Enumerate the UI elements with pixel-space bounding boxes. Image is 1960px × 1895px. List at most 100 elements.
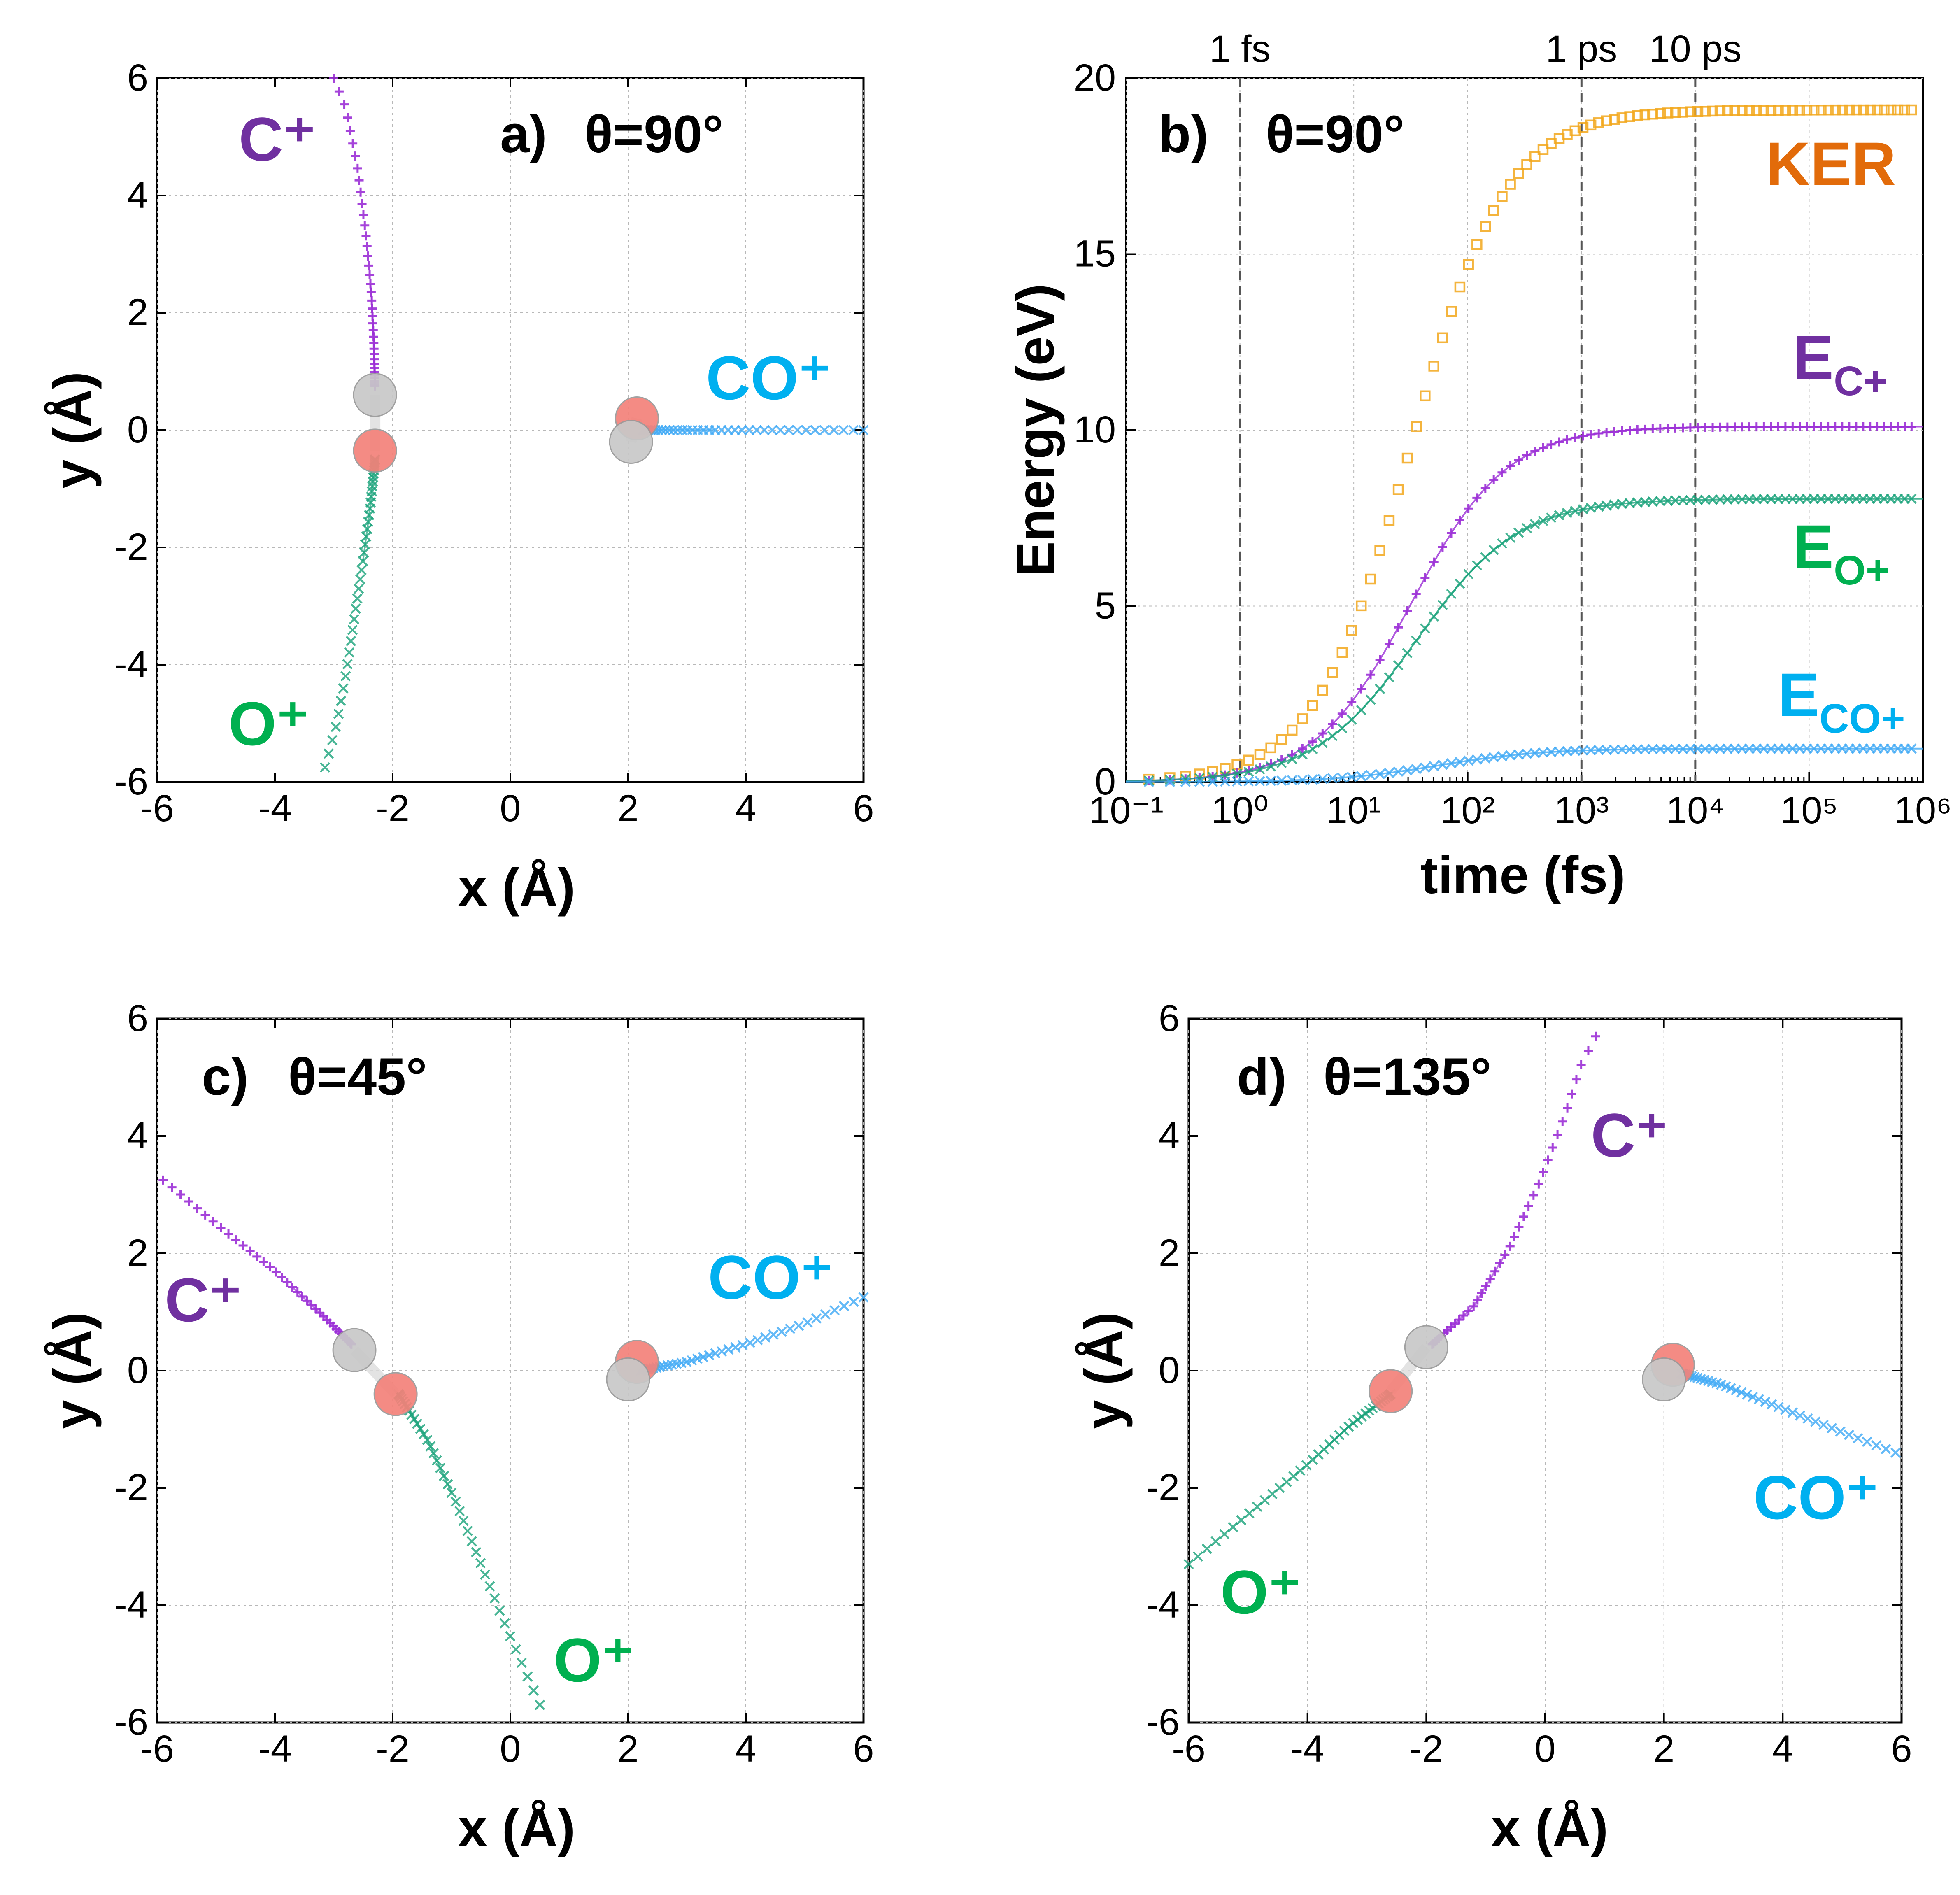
- energy-marker: [1297, 749, 1308, 760]
- trajectory-marker: [1459, 1311, 1468, 1320]
- energy-marker: [1375, 655, 1385, 664]
- energy-marker: [1737, 105, 1748, 116]
- trajectory-marker: [1219, 1529, 1230, 1539]
- trajectory-marker: [319, 762, 331, 773]
- energy-marker: [1143, 775, 1154, 786]
- energy-marker: [1411, 635, 1422, 646]
- energy-marker: [1529, 748, 1540, 759]
- trajectory-marker: [438, 1471, 449, 1481]
- energy-marker: [1570, 433, 1580, 442]
- trajectory-marker: [431, 1455, 442, 1466]
- x-tick-label: 10⁻¹: [1089, 789, 1164, 831]
- trajectory-marker: [1576, 1060, 1586, 1069]
- trajectory-marker: [660, 425, 671, 435]
- energy-marker: [1488, 752, 1499, 763]
- energy-marker: [1437, 759, 1448, 770]
- trajectory-marker: [356, 565, 367, 575]
- panel-a-title-theta: θ=90°: [584, 105, 724, 164]
- energy-marker: [1489, 475, 1499, 484]
- trajectory-marker: [1862, 1436, 1872, 1447]
- energy-marker: [1794, 105, 1805, 116]
- energy-marker: [1506, 461, 1515, 470]
- energy-marker: [1307, 744, 1318, 754]
- energy-marker: [1497, 468, 1507, 477]
- oxygen-atom: [353, 428, 397, 473]
- panel-b-ticks: 10⁻¹ 10⁰ 10¹ 10² 10³ 10⁴ 10⁵ 10⁶ 0 5 10 15 20: [1074, 57, 1952, 831]
- energy-marker: [1593, 745, 1604, 755]
- energy-marker: [1823, 104, 1834, 116]
- x-tick-label: -6: [140, 787, 174, 829]
- trajectory-marker: [347, 624, 358, 636]
- trajectory-marker: [668, 425, 679, 435]
- energy-marker: [1497, 538, 1508, 549]
- x-tick-label: 2: [1653, 1728, 1674, 1770]
- energy-marker: [1505, 532, 1516, 543]
- energy-marker: [1254, 749, 1266, 760]
- panel-a-molecules: [353, 373, 659, 473]
- y-tick-label: 0: [1095, 761, 1116, 803]
- energy-marker: [1287, 754, 1297, 764]
- trajectory-marker: [342, 659, 353, 670]
- trajectory-marker: [277, 1273, 286, 1282]
- energy-marker: [1318, 729, 1327, 738]
- trajectory-marker: [167, 1183, 177, 1192]
- trajectory-marker: [298, 1292, 307, 1301]
- trajectory-marker: [811, 1313, 822, 1324]
- energy-marker: [1347, 697, 1357, 707]
- trajectory-marker: [1741, 1389, 1753, 1400]
- energy-marker: [1287, 775, 1297, 786]
- panel-d-label-c: C⁺: [1591, 1101, 1668, 1170]
- energy-marker: [1480, 484, 1490, 493]
- y-tick-label: 2: [1159, 1232, 1180, 1274]
- x-tick-label: -2: [376, 787, 410, 829]
- energy-marker: [1662, 107, 1674, 119]
- energy-marker: [1569, 125, 1581, 137]
- energy-marker: [1670, 107, 1681, 118]
- trajectory-marker: [446, 1488, 457, 1498]
- trajectory-marker: [362, 242, 372, 251]
- energy-marker: [1164, 776, 1176, 787]
- trajectory-marker: [450, 1496, 461, 1507]
- energy-marker: [1488, 205, 1499, 216]
- trajectory-marker: [1767, 1399, 1777, 1410]
- trajectory-marker: [245, 1246, 255, 1256]
- y-tick-label: 0: [127, 409, 148, 451]
- y-tick-label: 6: [127, 997, 148, 1039]
- energy-marker: [1787, 105, 1798, 116]
- energy-marker: [1464, 504, 1473, 513]
- y-tick-label: 6: [1159, 997, 1180, 1039]
- trajectory-marker: [1500, 1250, 1510, 1260]
- energy-marker: [1336, 647, 1348, 658]
- energy-marker: [1327, 667, 1338, 678]
- energy-marker: [1231, 768, 1243, 779]
- trajectory-marker: [656, 425, 667, 435]
- energy-marker: [1446, 528, 1456, 538]
- energy-marker: [1298, 744, 1307, 753]
- energy-marker: [1539, 443, 1548, 452]
- panel-c-title-letter: c): [202, 1048, 249, 1106]
- trajectory-marker: [744, 425, 754, 435]
- y-tick-label: -2: [114, 526, 148, 568]
- trajectory-marker: [1773, 1401, 1784, 1413]
- trajectory-marker: [364, 261, 374, 270]
- trajectory-marker: [331, 722, 341, 732]
- trajectory-marker: [480, 1569, 491, 1580]
- carbon-atom: [609, 420, 653, 464]
- energy-marker: [1384, 639, 1394, 649]
- trajectory-marker: [775, 425, 786, 435]
- y-tick-label: 2: [127, 1232, 148, 1274]
- energy-marker: [1538, 747, 1548, 758]
- energy-marker: [1317, 684, 1328, 696]
- trajectory-marker: [1810, 1416, 1821, 1427]
- y-tick-label: 10: [1074, 409, 1116, 451]
- energy-marker: [1463, 755, 1474, 766]
- energy-marker: [1879, 104, 1890, 116]
- energy-marker: [1529, 151, 1541, 162]
- energy-marker: [1577, 122, 1589, 133]
- panel-b-series: [1126, 104, 1923, 787]
- trajectory-marker: [802, 1317, 813, 1328]
- trajectory-marker: [1731, 1385, 1741, 1396]
- energy-marker: [1899, 104, 1910, 116]
- trajectory-marker: [351, 151, 360, 161]
- trajectory-marker: [335, 696, 346, 706]
